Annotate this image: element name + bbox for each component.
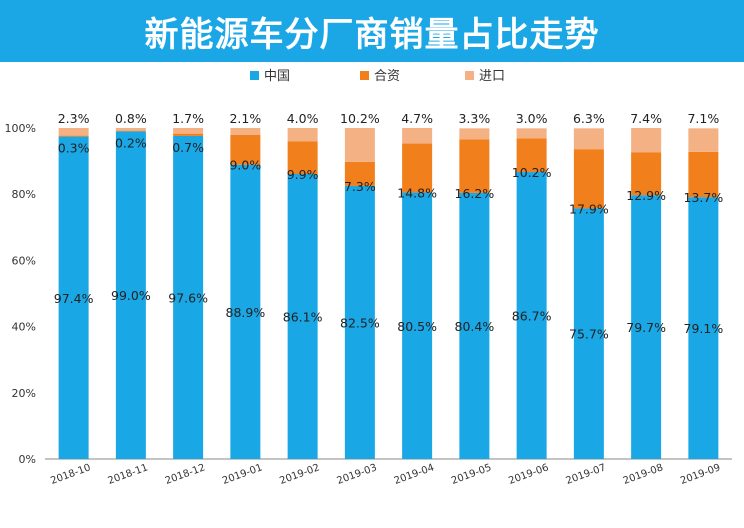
bar-segment-2 bbox=[459, 139, 490, 193]
title-banner: 新能源车分厂商销量占比走势 bbox=[0, 0, 744, 62]
data-label: 79.1% bbox=[684, 321, 724, 336]
x-tick-label: 2019-05 bbox=[450, 462, 493, 487]
bar-segment-1 bbox=[688, 197, 719, 459]
data-label: 12.9% bbox=[626, 188, 666, 203]
bar-segment-2 bbox=[573, 149, 604, 209]
data-label: 0.3% bbox=[58, 141, 90, 156]
bar-segment-1 bbox=[402, 192, 433, 460]
bar-segment-1 bbox=[459, 192, 490, 459]
chart-title: 新能源车分厂商销量占比走势 bbox=[144, 14, 600, 55]
bar-segment-3 bbox=[573, 128, 604, 150]
bar-segment-3 bbox=[230, 128, 261, 135]
bar-segment-3 bbox=[459, 128, 490, 140]
x-tick-label: 2019-06 bbox=[507, 462, 550, 487]
x-tick-label: 2019-04 bbox=[393, 462, 436, 487]
x-tick-label: 2019-09 bbox=[679, 462, 722, 487]
bar-segment-1 bbox=[344, 185, 375, 460]
y-tick-label: 40% bbox=[12, 321, 36, 334]
bar-segment-2 bbox=[173, 133, 204, 136]
bar-segment-3 bbox=[115, 128, 146, 131]
data-label: 7.4% bbox=[630, 111, 662, 126]
legend-swatch-3 bbox=[465, 71, 474, 80]
y-tick-label: 0% bbox=[19, 453, 36, 466]
bar-segment-3 bbox=[58, 128, 89, 136]
data-label: 2.3% bbox=[58, 111, 90, 126]
bar-segment-2 bbox=[58, 135, 89, 137]
data-label: 7.1% bbox=[687, 111, 719, 126]
legend-label-1: 中国 bbox=[264, 69, 290, 84]
data-label: 14.8% bbox=[397, 186, 437, 201]
legend-label-3: 进口 bbox=[479, 69, 505, 84]
data-label: 0.2% bbox=[115, 135, 147, 150]
data-label: 80.4% bbox=[455, 319, 495, 334]
bar-segment-2 bbox=[402, 143, 433, 193]
data-label: 6.3% bbox=[573, 111, 605, 126]
data-label: 86.1% bbox=[283, 310, 323, 325]
data-label: 75.7% bbox=[569, 327, 609, 342]
x-tick-label: 2019-07 bbox=[565, 462, 608, 487]
data-label: 13.7% bbox=[684, 190, 724, 205]
y-tick-label: 60% bbox=[12, 254, 36, 267]
x-tick-label: 2019-02 bbox=[278, 462, 321, 487]
data-label: 4.7% bbox=[401, 111, 433, 126]
bar-segment-1 bbox=[516, 172, 547, 459]
bar-segment-3 bbox=[173, 128, 204, 134]
bar-segment-2 bbox=[230, 134, 261, 165]
bar-segment-3 bbox=[631, 128, 662, 153]
bar-segment-1 bbox=[287, 174, 318, 459]
data-label: 9.0% bbox=[229, 158, 261, 173]
legend-swatch-2 bbox=[360, 71, 369, 80]
y-tick-label: 20% bbox=[12, 387, 36, 400]
bar-segment-1 bbox=[230, 164, 261, 459]
bar-segment-1 bbox=[58, 136, 89, 459]
bar-segment-2 bbox=[516, 138, 547, 173]
data-label: 3.3% bbox=[458, 111, 490, 126]
data-label: 88.9% bbox=[226, 305, 266, 320]
data-label: 82.5% bbox=[340, 315, 380, 330]
x-tick-label: 2019-01 bbox=[221, 462, 264, 487]
data-label: 0.7% bbox=[172, 140, 204, 155]
x-tick-label: 2019-08 bbox=[622, 462, 665, 487]
bar-segment-3 bbox=[287, 128, 318, 142]
x-tick-label: 2018-12 bbox=[164, 462, 207, 487]
data-label: 80.5% bbox=[397, 319, 437, 334]
bar-segment-1 bbox=[573, 208, 604, 459]
data-label: 97.6% bbox=[168, 290, 208, 305]
data-label: 97.4% bbox=[54, 291, 94, 306]
data-label: 3.0% bbox=[516, 111, 548, 126]
data-label: 16.2% bbox=[455, 186, 495, 201]
bar-segment-2 bbox=[287, 141, 318, 175]
x-tick-label: 2018-10 bbox=[49, 462, 92, 487]
bar-segment-1 bbox=[115, 131, 146, 459]
bar-segment-3 bbox=[344, 128, 375, 162]
data-label: 0.8% bbox=[115, 111, 147, 126]
data-label: 9.9% bbox=[287, 167, 319, 182]
bar-segment-2 bbox=[631, 152, 662, 196]
legend-label-2: 合资 bbox=[374, 69, 400, 84]
data-label: 2.1% bbox=[229, 111, 261, 126]
data-label: 17.9% bbox=[569, 201, 609, 216]
bar-segment-2 bbox=[688, 151, 719, 198]
bar-segment-2 bbox=[344, 161, 375, 186]
bar-segment-3 bbox=[516, 128, 547, 139]
y-tick-label: 80% bbox=[12, 188, 36, 201]
y-tick-label: 100% bbox=[5, 122, 36, 135]
data-label: 10.2% bbox=[512, 165, 552, 180]
bar-segment-1 bbox=[631, 195, 662, 459]
bar-segment-3 bbox=[402, 128, 433, 144]
legend-swatch-1 bbox=[250, 71, 259, 80]
data-label: 79.7% bbox=[626, 320, 666, 335]
data-label: 7.3% bbox=[344, 179, 376, 194]
x-tick-label: 2019-03 bbox=[336, 462, 379, 487]
x-tick-label: 2018-11 bbox=[107, 462, 150, 487]
bar-segment-2 bbox=[115, 130, 146, 132]
data-label: 4.0% bbox=[287, 111, 319, 126]
data-label: 86.7% bbox=[512, 309, 552, 324]
data-label: 10.2% bbox=[340, 111, 380, 126]
stacked-bar-chart: 中国 合资 进口 0% 20% 40% 60% 80% 100% 97.4% 0.3% 2.3% 201… bbox=[5, 69, 732, 487]
bar-segment-1 bbox=[173, 135, 204, 459]
bar-segment-3 bbox=[688, 128, 719, 152]
data-label: 1.7% bbox=[172, 111, 204, 126]
data-label: 99.0% bbox=[111, 288, 151, 303]
